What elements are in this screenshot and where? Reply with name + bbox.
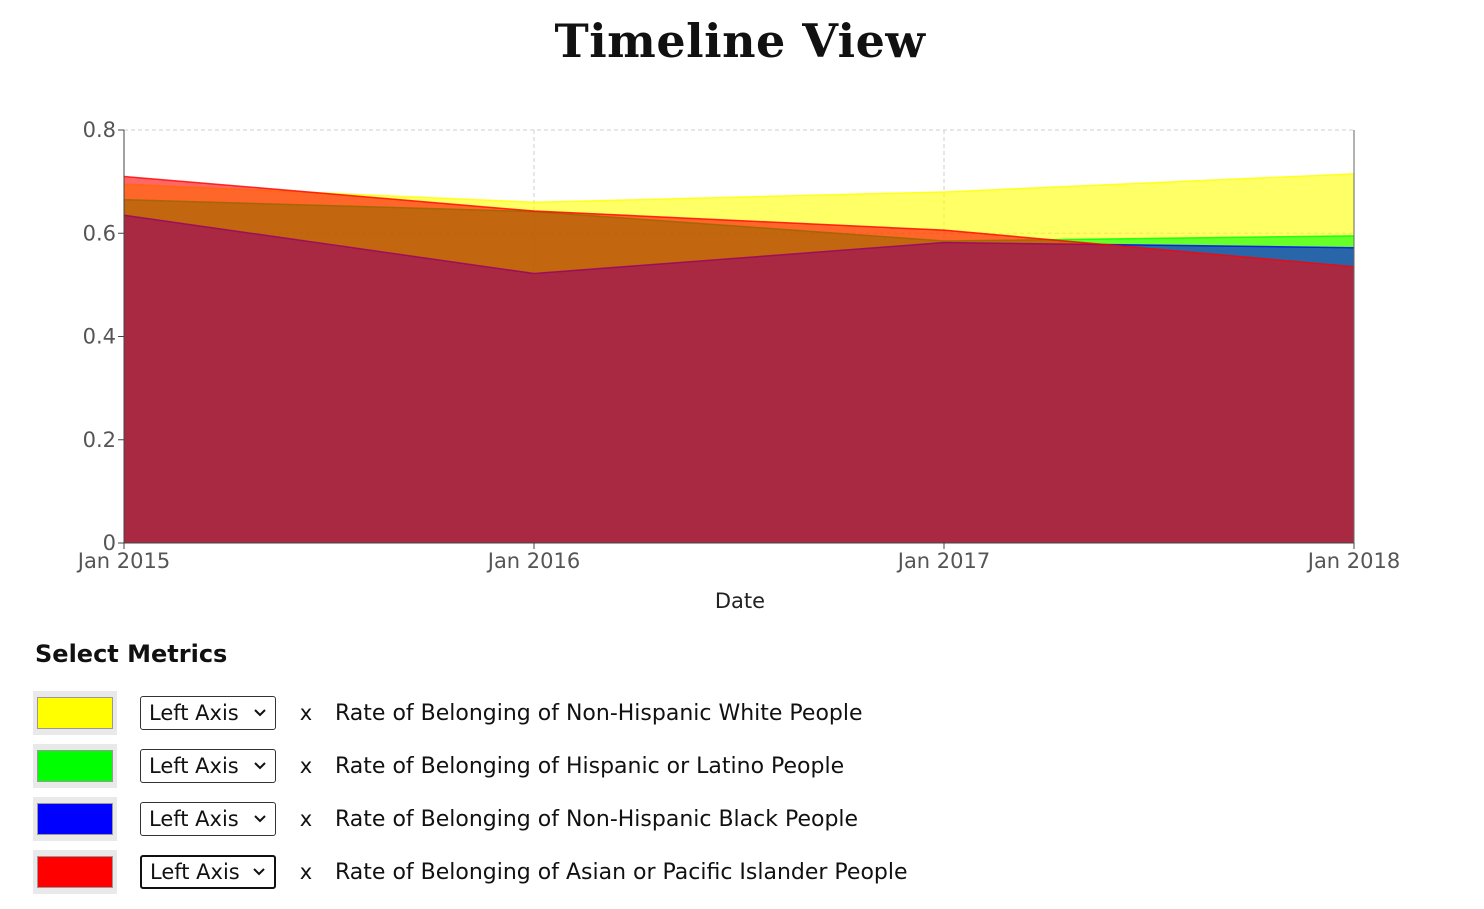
y-tick-label: 0.6 bbox=[83, 221, 116, 245]
color-picker-button[interactable] bbox=[33, 850, 117, 894]
select-metrics-heading: Select Metrics bbox=[35, 640, 228, 668]
color-swatch bbox=[37, 697, 113, 729]
color-picker-button[interactable] bbox=[33, 744, 117, 788]
axis-select[interactable]: Left Axis bbox=[140, 696, 276, 730]
remove-metric-button[interactable]: x bbox=[299, 754, 313, 778]
color-picker-button[interactable] bbox=[33, 691, 117, 735]
page-title: Timeline View bbox=[554, 14, 926, 68]
y-tick-label: 0.2 bbox=[83, 428, 116, 452]
metric-label: Rate of Belonging of Asian or Pacific Is… bbox=[335, 859, 908, 885]
metric-row-asian: Left Axis x Rate of Belonging of Asian o… bbox=[33, 850, 908, 894]
remove-metric-button[interactable]: x bbox=[299, 860, 313, 884]
x-tick-label: Jan 2016 bbox=[486, 549, 581, 573]
series-line bbox=[123, 175, 1355, 268]
axis-select-value: Left Axis bbox=[149, 807, 239, 831]
metric-label: Rate of Belonging of Non-Hispanic Black … bbox=[335, 806, 859, 832]
chevron-down-icon bbox=[254, 762, 266, 770]
color-swatch bbox=[37, 750, 113, 782]
y-tick-label: 0.4 bbox=[83, 325, 116, 349]
axis-select-value: Left Axis bbox=[149, 701, 239, 725]
timeline-chart: 0 0.2 0.4 0.6 0.8 Jan 2015 Jan 2016 Jan 2017 Jan… bbox=[76, 118, 1401, 613]
series-area bbox=[124, 176, 1354, 543]
color-picker-button[interactable] bbox=[33, 797, 117, 841]
remove-metric-button[interactable]: x bbox=[299, 701, 313, 725]
chevron-down-icon bbox=[254, 709, 266, 717]
x-tick-label: Jan 2018 bbox=[1306, 549, 1401, 573]
axis-select-value: Left Axis bbox=[149, 754, 239, 778]
remove-metric-button[interactable]: x bbox=[299, 807, 313, 831]
axis-select[interactable]: Left Axis bbox=[140, 855, 276, 889]
axis-layer: 0 0.2 0.4 0.6 0.8 Jan 2015 Jan 2016 Jan 2017 Jan… bbox=[76, 118, 1401, 573]
color-swatch bbox=[37, 803, 113, 835]
area-layer bbox=[123, 173, 1355, 543]
y-tick-label: 0 bbox=[103, 531, 116, 555]
metric-row-hispanic: Left Axis x Rate of Belonging of Hispani… bbox=[33, 744, 844, 788]
y-tick-label: 0.8 bbox=[83, 118, 116, 142]
x-tick-label: Jan 2015 bbox=[76, 549, 171, 573]
chevron-down-icon bbox=[253, 868, 265, 876]
x-tick-label: Jan 2017 bbox=[896, 549, 991, 573]
chevron-down-icon bbox=[254, 815, 266, 823]
metric-row-black: Left Axis x Rate of Belonging of Non-His… bbox=[33, 797, 858, 841]
color-swatch bbox=[37, 856, 113, 888]
x-axis-title: Date bbox=[715, 589, 765, 613]
metric-row-white: Left Axis x Rate of Belonging of Non-His… bbox=[33, 691, 863, 735]
metric-label: Rate of Belonging of Hispanic or Latino … bbox=[335, 753, 845, 779]
axis-select-value: Left Axis bbox=[150, 860, 240, 884]
metric-label: Rate of Belonging of Non-Hispanic White … bbox=[335, 700, 863, 726]
axis-select[interactable]: Left Axis bbox=[140, 749, 276, 783]
axis-select[interactable]: Left Axis bbox=[140, 802, 276, 836]
